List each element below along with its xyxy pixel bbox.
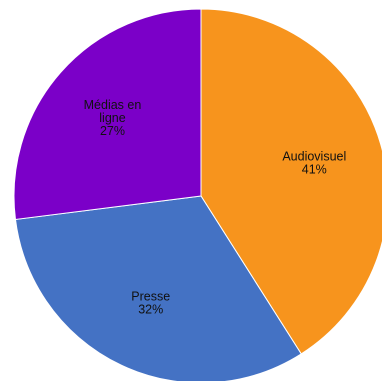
pie-slice-presse (14, 195, 302, 381)
pie-labels: Audiovisuel 41% Presse 32% Médias en ligne 27% (84, 98, 347, 316)
slice-category-label: Audiovisuel (282, 150, 346, 164)
slice-value-label: 27% (100, 124, 125, 138)
slice-label: Médias en ligne 27% (84, 98, 142, 138)
pie-slice-audiovisuel (200, 8, 382, 355)
slice-value-label: 32% (138, 302, 163, 316)
slice-category-label: Presse (131, 289, 170, 303)
slice-category-label: Médias en (84, 98, 142, 112)
slice-value-label: 41% (302, 163, 327, 177)
slice-label: Audiovisuel 41% (282, 150, 346, 177)
pie-slice-m-dias-en-ligne (13, 8, 202, 220)
pie-slices (13, 8, 382, 381)
slice-category-label: ligne (99, 111, 125, 125)
slice-label: Presse 32% (131, 289, 170, 316)
